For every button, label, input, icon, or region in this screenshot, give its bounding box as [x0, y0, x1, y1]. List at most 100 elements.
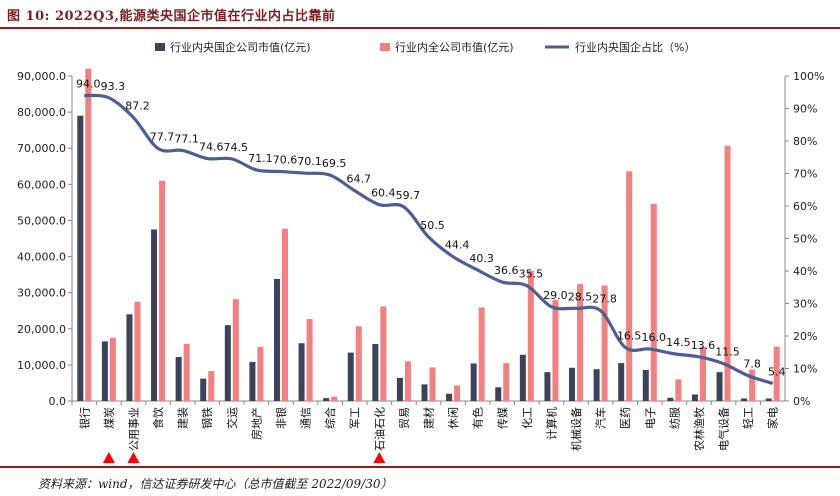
y-right-tick-label: 70%: [793, 168, 817, 181]
line-data-label: 77.7: [150, 130, 175, 143]
line-data-label: 16.5: [617, 329, 642, 342]
x-category-label: 电气设备: [717, 407, 731, 451]
x-category-label: 建装: [176, 407, 190, 429]
bar-all-companies: [601, 285, 608, 401]
bar-central-soe: [77, 115, 84, 401]
bar-central-soe: [273, 278, 280, 401]
y-right-tick-label: 20%: [793, 330, 817, 343]
bar-all-companies: [404, 361, 411, 401]
line-data-label: 36.6: [494, 264, 519, 277]
y-right-tick-label: 50%: [793, 233, 817, 246]
y-right-tick-label: 100%: [793, 70, 824, 83]
x-category-label: 家电: [766, 407, 780, 429]
y-left-tick-label: 90,000.0: [17, 70, 66, 83]
bar-central-soe: [224, 325, 231, 401]
bar-central-soe: [323, 398, 330, 401]
bar-all-companies: [355, 326, 362, 401]
x-category-label: 纺服: [667, 407, 681, 429]
x-category-label: 电子: [644, 407, 657, 429]
bar-central-soe: [618, 363, 625, 401]
bar-all-companies: [773, 346, 780, 401]
bar-central-soe: [446, 393, 453, 401]
x-category-label: 计算机: [544, 407, 558, 440]
bar-central-soe: [101, 341, 108, 401]
bar-all-companies: [626, 171, 633, 401]
bar-central-soe: [593, 369, 600, 401]
bar-all-companies: [85, 68, 92, 402]
x-category-label: 交运: [225, 407, 239, 429]
x-category-label: 化工: [520, 407, 534, 429]
bar-all-companies: [454, 385, 461, 401]
chart-svg: 行业内央国企公司市值(亿元) 行业内全公司市值(亿元) 行业内央国企占比（%） 0.0…: [17, 40, 824, 463]
bar-central-soe: [741, 398, 748, 401]
x-category-label: 非银: [274, 407, 288, 429]
bar-central-soe: [765, 398, 772, 401]
x-category-label: 农林渔牧: [692, 407, 706, 451]
bar-all-companies: [552, 299, 559, 401]
line-data-label: 13.6: [691, 339, 716, 352]
line-data-label: 87.2: [125, 100, 150, 113]
bar-all-companies: [109, 337, 116, 401]
legend-label: 行业内央国企公司市值(亿元): [170, 40, 311, 54]
line-data-label: 50.5: [420, 219, 445, 232]
bar-all-companies: [429, 367, 436, 401]
line-data-label: 11.5: [715, 346, 740, 359]
bar-central-soe: [519, 354, 526, 401]
x-category-label: 综合: [323, 407, 337, 429]
line-data-label: 40.3: [469, 252, 494, 265]
bar-all-companies: [232, 299, 239, 401]
highlight-triangle-marker: [127, 452, 140, 463]
highlight-triangle-marker: [102, 452, 115, 463]
y-left-tick-label: 60,000.0: [17, 178, 66, 191]
x-category-label: 房地产: [249, 407, 263, 440]
legend-label: 行业内全公司市值(亿元): [395, 40, 514, 54]
bar-central-soe: [396, 377, 403, 401]
y-right-tick-label: 60%: [793, 200, 817, 213]
bar-all-companies: [159, 180, 166, 401]
bar-all-companies: [380, 306, 387, 401]
bar-central-soe: [151, 229, 158, 401]
x-category-label: 银行: [77, 407, 91, 429]
legend-swatch-bar: [155, 43, 165, 51]
bar-central-soe: [347, 352, 354, 401]
x-category-label: 食饮: [151, 407, 165, 429]
y-left-tick-label: 80,000.0: [17, 106, 66, 119]
x-category-label: 机械设备: [569, 407, 583, 451]
line-data-label: 35.5: [519, 268, 544, 281]
x-category-label: 休闲: [446, 407, 460, 429]
series-line-share: [84, 93, 774, 385]
bar-all-companies: [675, 379, 682, 401]
bar-central-soe: [372, 343, 379, 401]
bar-central-soe: [421, 384, 428, 401]
y-right-tick-label: 90%: [793, 103, 817, 116]
bar-all-companies: [527, 271, 534, 401]
bar-all-companies: [134, 301, 141, 401]
bar-central-soe: [249, 362, 256, 401]
x-category-label: 传媒: [496, 407, 509, 429]
bar-all-companies: [577, 284, 584, 401]
x-category-label: 军工: [349, 407, 362, 429]
line-data-label: 64.7: [346, 173, 371, 186]
figure-title: 图 10: 2022Q3,能源类央国企市值在行业内占比靠前: [7, 9, 336, 24]
x-category-label: 建材: [422, 407, 436, 429]
bar-central-soe: [667, 397, 674, 401]
bar-all-companies: [306, 319, 313, 401]
line-data-label: 94.0: [76, 78, 101, 91]
line-data-label: 77.1: [174, 132, 199, 145]
x-category-label: 贸易: [398, 407, 411, 429]
line-data-label: 44.4: [445, 239, 470, 252]
bar-all-companies: [699, 346, 706, 401]
bar-all-companies: [331, 396, 338, 401]
x-category-label: 通信: [300, 407, 313, 429]
line-data-label: 28.5: [568, 290, 593, 303]
y-right-tick-label: 30%: [793, 298, 817, 311]
line-data-label: 93.3: [101, 80, 126, 93]
y-left-tick-label: 30,000.0: [17, 287, 66, 300]
y-left-tick-label: 20,000.0: [17, 323, 66, 336]
line-data-label: 60.4: [371, 187, 396, 200]
line-data-label: 27.8: [592, 293, 617, 306]
bar-central-soe: [470, 363, 477, 401]
x-category-label: 钢铁: [201, 407, 214, 429]
y-right-tick-label: 40%: [793, 265, 817, 278]
highlight-triangle-marker: [373, 452, 386, 463]
